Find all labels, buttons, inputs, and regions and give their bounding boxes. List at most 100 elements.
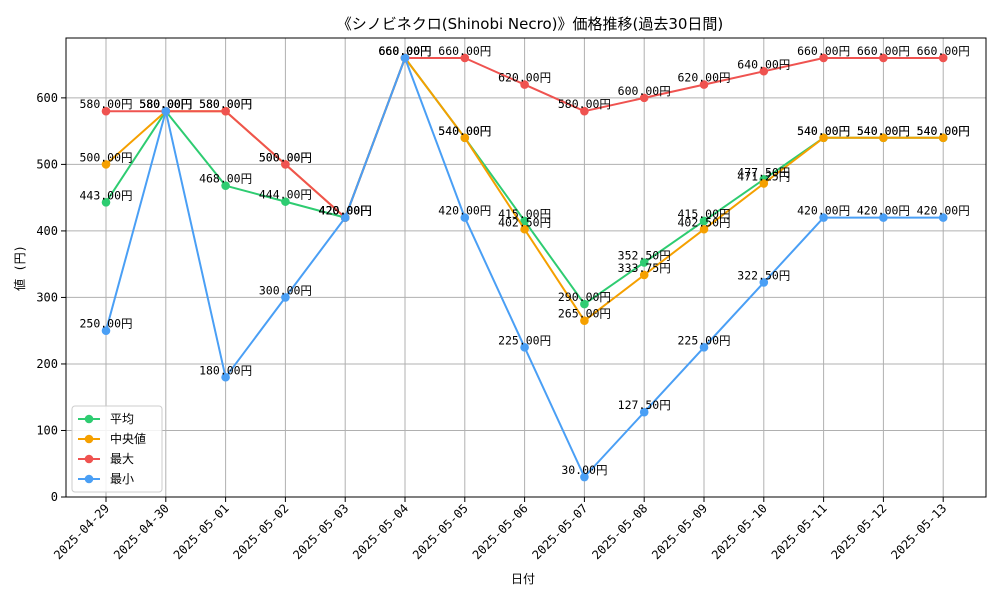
data-point: [460, 213, 470, 222]
data-label: 580.00円: [199, 97, 252, 111]
data-label: 540.00円: [917, 124, 970, 138]
data-point: [340, 213, 350, 222]
data-label: 580.00円: [139, 97, 192, 111]
chart-title: 《シノビネクロ(Shinobi Necro)》価格推移(過去30日間): [337, 15, 724, 33]
data-label: 660.00円: [378, 44, 431, 58]
data-point: [938, 53, 948, 63]
data-label: 580.00円: [199, 97, 252, 111]
x-tick-label: 2025-05-09: [649, 501, 710, 562]
x-tick-label: 2025-05-13: [888, 501, 949, 562]
data-point: [819, 53, 828, 63]
series-最小: [101, 53, 948, 482]
data-point: [580, 299, 589, 309]
x-tick-label: 2025-04-30: [111, 501, 172, 562]
data-label: 540.00円: [438, 124, 491, 138]
y-axis-ticks: 0 100 200 300 400 500 600: [36, 91, 66, 504]
data-label: 660.00円: [378, 44, 431, 58]
data-label: 290.00円: [558, 290, 611, 304]
data-label: 477.50円: [737, 165, 790, 179]
data-point: [281, 293, 290, 302]
data-label: 420.00円: [319, 204, 372, 218]
data-label: 500.00円: [79, 150, 132, 164]
legend-label: 中央値: [110, 431, 146, 446]
data-labels: 443.00円 580.00円 468.00円 444.00円 420.00円 660.0…: [79, 44, 969, 477]
data-point: [699, 216, 709, 226]
data-label: 468.00円: [199, 172, 252, 186]
data-label: 420.00円: [319, 204, 372, 218]
data-point: [221, 181, 230, 190]
data-label: 580.00円: [79, 97, 132, 111]
data-point: [819, 133, 828, 143]
data-label: 127.50円: [618, 398, 671, 412]
data-point: [879, 53, 888, 63]
data-point: [520, 216, 529, 226]
data-point: [520, 80, 529, 89]
data-label: 580.00円: [139, 97, 192, 111]
data-label: 420.00円: [797, 204, 850, 218]
legend-label: 最大: [110, 452, 134, 466]
x-tick-label: 2025-04-29: [51, 501, 112, 562]
data-point: [639, 407, 649, 417]
data-point: [221, 106, 230, 116]
data-label: 540.00円: [857, 124, 910, 138]
data-label: 420.00円: [438, 204, 491, 218]
data-label: 444.00円: [259, 188, 312, 202]
data-label: 640.00円: [737, 57, 790, 71]
x-tick-label: 2025-05-12: [829, 501, 890, 562]
data-label: 30.00円: [561, 463, 607, 477]
data-label: 322.50円: [737, 268, 790, 282]
data-label: 420.00円: [319, 204, 372, 218]
data-label: 420.00円: [319, 204, 372, 218]
data-point: [699, 224, 709, 234]
x-axis-ticks: 2025-04-292025-04-302025-05-012025-05-02…: [51, 497, 949, 562]
data-label: 540.00円: [797, 124, 850, 138]
data-point: [101, 198, 111, 207]
data-point: [101, 326, 111, 335]
data-label: 660.00円: [378, 44, 431, 58]
data-label: 620.00円: [498, 71, 551, 85]
y-axis-label: 値 (円): [12, 245, 27, 291]
data-point: [879, 213, 888, 222]
y-tick-label: 600: [36, 91, 58, 105]
data-label: 540.00円: [797, 124, 850, 138]
legend-marker: [84, 474, 94, 484]
data-point: [699, 343, 709, 352]
data-label: 180.00円: [199, 363, 252, 377]
plot-frame: [65, 37, 987, 498]
data-label: 443.00円: [79, 188, 132, 202]
data-label: 300.00円: [259, 283, 312, 297]
data-point: [699, 80, 709, 89]
data-point: [639, 258, 649, 267]
data-label: 540.00円: [438, 124, 491, 138]
data-label: 620.00円: [677, 71, 730, 85]
legend-marker: [84, 434, 94, 444]
data-label: 352.50円: [618, 249, 671, 263]
data-label: 580.00円: [139, 97, 192, 111]
data-label: 660.00円: [797, 44, 850, 58]
x-tick-label: 2025-05-01: [171, 501, 232, 562]
data-point: [759, 278, 769, 287]
data-label: 265.00円: [558, 307, 611, 321]
y-tick-label: 0: [51, 490, 58, 504]
data-point: [460, 133, 470, 143]
data-label: 225.00円: [498, 333, 551, 347]
data-point: [639, 270, 649, 280]
data-point: [281, 197, 290, 206]
data-point: [520, 343, 529, 352]
legend-label: 最小: [110, 472, 134, 486]
x-tick-label: 2025-05-03: [290, 501, 351, 562]
legend-marker: [84, 414, 94, 424]
y-tick-label: 200: [36, 357, 58, 371]
data-point: [101, 106, 111, 116]
y-tick-label: 100: [36, 423, 58, 437]
data-label: 540.00円: [917, 124, 970, 138]
y-tick-label: 500: [36, 157, 58, 171]
legend-box: [71, 405, 163, 493]
data-label: 660.00円: [378, 44, 431, 58]
data-point: [938, 133, 948, 143]
data-label: 402.50円: [498, 215, 551, 229]
data-point: [460, 53, 470, 63]
data-label: 250.00円: [79, 317, 132, 331]
data-label: 580.00円: [139, 97, 192, 111]
